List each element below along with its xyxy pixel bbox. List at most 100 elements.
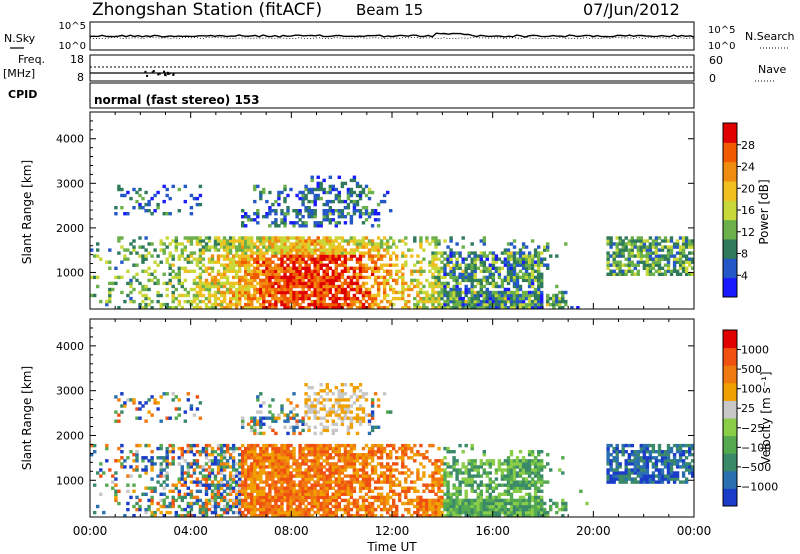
velocity-data-cell [225, 507, 230, 512]
power-data-cell [301, 221, 305, 225]
velocity-data-cell [328, 471, 332, 475]
power-data-cell [379, 239, 384, 243]
velocity-data-cell [322, 428, 326, 433]
power-data-cell [543, 245, 547, 249]
power-data-cell [636, 239, 640, 243]
velocity-data-cell [168, 489, 172, 493]
power-data-cell [382, 290, 387, 295]
power-data-cell [123, 254, 127, 258]
velocity-data-cell [455, 468, 459, 472]
velocity-data-cell [307, 453, 311, 457]
velocity-data-cell [235, 501, 239, 506]
velocity-data-cell [494, 501, 499, 506]
velocity-data-cell [268, 404, 272, 408]
power-data-cell [310, 284, 314, 289]
power-data-cell [295, 275, 299, 280]
power-data-cell [238, 266, 242, 270]
power-data-cell [328, 239, 332, 243]
power-data-cell [316, 242, 320, 246]
power-data-cell [90, 293, 94, 298]
power-data-cell [271, 221, 275, 225]
power-data-cell [304, 248, 308, 252]
power-data-cell [150, 196, 154, 201]
power-data-cell [274, 199, 278, 204]
velocity-data-cell [358, 495, 363, 500]
power-data-cell [204, 242, 209, 246]
power-data-cell [663, 257, 668, 261]
power-data-cell [334, 254, 338, 258]
velocity-data-cell [180, 483, 184, 487]
power-data-cell [247, 254, 251, 258]
power-data-cell [521, 293, 526, 298]
velocity-data-cell [274, 492, 278, 496]
velocity-data-cell [186, 443, 190, 448]
power-data-cell [228, 242, 233, 246]
power-data-cell [328, 242, 332, 246]
power-data-cell [461, 236, 465, 240]
power-data-cell [537, 263, 541, 267]
velocity-data-cell [328, 389, 332, 393]
power-data-cell [485, 281, 489, 286]
velocity-data-cell [485, 501, 489, 506]
power-data-cell [479, 269, 483, 273]
velocity-data-cell [304, 468, 308, 472]
velocity-data-cell [488, 471, 492, 475]
power-data-cell [298, 209, 302, 213]
velocity-data-cell [358, 486, 363, 490]
power-data-cell [479, 302, 483, 307]
velocity-data-cell [159, 504, 163, 509]
velocity-data-cell [114, 471, 118, 475]
velocity-data-cell [386, 456, 390, 460]
power-data-cell [280, 302, 284, 307]
velocity-data-cell [189, 474, 194, 478]
velocity-data-cell [370, 459, 375, 463]
power-data-cell [201, 284, 206, 289]
power-data-cell [286, 299, 290, 304]
power-data-cell [627, 239, 631, 243]
velocity-data-cell [407, 446, 411, 451]
velocity-data-cell [186, 392, 190, 396]
velocity-data-cell [334, 462, 338, 466]
velocity-data-cell [488, 501, 492, 506]
power-data-cell [295, 193, 299, 198]
power-data-cell [443, 266, 447, 270]
power-data-cell [681, 248, 686, 252]
power-data-cell [225, 275, 230, 280]
power-data-cell [289, 269, 293, 273]
velocity-data-cell [186, 465, 190, 469]
power-data-cell [307, 263, 311, 267]
velocity-data-cell [328, 498, 332, 503]
velocity-data-cell [458, 489, 462, 493]
power-data-cell [198, 260, 203, 264]
power-data-cell [219, 306, 224, 310]
power-data-cell [307, 272, 311, 276]
velocity-data-cell [304, 474, 308, 478]
power-data-cell [518, 257, 523, 261]
power-data-cell [180, 284, 184, 289]
power-data-cell [389, 209, 393, 213]
velocity-data-cell [241, 468, 245, 472]
power-data-cell [355, 287, 360, 292]
velocity-data-cell [389, 495, 393, 500]
power-data-cell [343, 221, 348, 225]
power-data-cell [527, 263, 532, 267]
power-data-cell [304, 263, 308, 267]
power-data-cell [615, 260, 619, 264]
velocity-data-cell [262, 489, 266, 493]
power-data-cell [458, 290, 462, 295]
velocity-data-cell [455, 486, 459, 490]
power-data-cell [135, 272, 139, 276]
power-data-cell [675, 245, 680, 249]
velocity-data-cell [219, 462, 224, 466]
power-data-cell [177, 254, 181, 258]
power-data-cell [343, 239, 348, 243]
velocity-data-cell [268, 486, 272, 490]
power-data-cell [352, 190, 357, 195]
velocity-data-cell [434, 501, 438, 506]
velocity-data-cell [213, 489, 218, 493]
power-data-cell [147, 202, 151, 207]
power-data-cell [497, 275, 502, 280]
velocity-data-cell [355, 456, 360, 460]
velocity-data-cell [485, 471, 489, 475]
power-data-cell [171, 296, 175, 301]
